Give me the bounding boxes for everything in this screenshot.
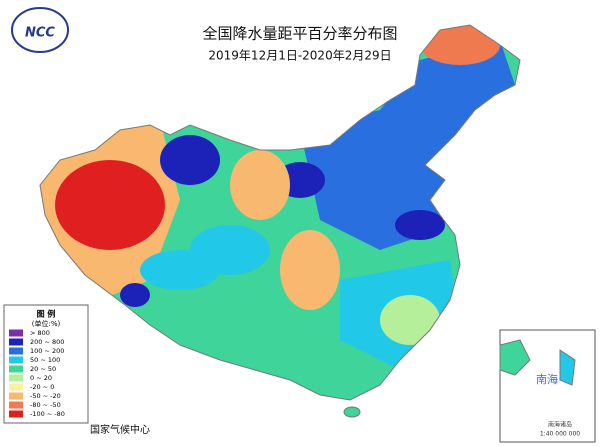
inset: 南海 南海诸岛 1:40 000 000 xyxy=(499,329,596,443)
legend-title: 图 例 xyxy=(37,309,56,319)
title: 全国降水量距平百分率分布图 xyxy=(202,25,397,43)
legend-label: -80 ~ -50 xyxy=(30,401,61,409)
region xyxy=(280,230,340,310)
legend-swatch xyxy=(9,392,23,400)
region xyxy=(395,210,445,240)
legend-swatch xyxy=(9,410,23,418)
logo-text: NCC xyxy=(25,26,55,41)
inset-label: 南海 xyxy=(536,372,558,386)
legend-label: 50 ~ 100 xyxy=(30,356,60,364)
legend-label: 100 ~ 200 xyxy=(30,347,64,355)
legend-label: 20 ~ 50 xyxy=(30,365,56,373)
legend-label: -100 ~ -80 xyxy=(30,410,65,418)
region xyxy=(300,40,520,250)
legend-swatch xyxy=(9,338,23,346)
region xyxy=(420,25,500,65)
legend-label: -20 ~ 0 xyxy=(30,383,54,391)
legend-swatch xyxy=(9,365,23,373)
subtitle: 2019年12月1日-2020年2月29日 xyxy=(208,49,391,63)
logo-ring xyxy=(11,7,69,53)
inset-caption: 南海诸岛 xyxy=(548,421,572,429)
legend-label: -50 ~ -20 xyxy=(30,392,61,400)
legend-label: > 800 xyxy=(30,329,50,337)
region xyxy=(140,250,220,290)
legend-swatch xyxy=(9,329,23,337)
inset-land xyxy=(559,349,576,386)
island xyxy=(343,406,361,418)
region xyxy=(55,160,165,250)
country-border xyxy=(39,24,521,401)
legend-label: 0 ~ 20 xyxy=(30,374,52,382)
legend-swatch xyxy=(9,383,23,391)
logo: NCC xyxy=(11,7,69,53)
legend-label: 200 ~ 800 xyxy=(30,338,64,346)
region xyxy=(120,283,150,307)
legend-swatch xyxy=(9,347,23,355)
region xyxy=(380,295,440,345)
legend-swatch xyxy=(9,401,23,409)
legend-unit: (单位:%) xyxy=(32,319,61,328)
legend-swatch xyxy=(9,356,23,364)
region xyxy=(230,150,290,220)
inset-land xyxy=(499,339,531,376)
source: 国家气候中心 xyxy=(90,423,150,436)
region xyxy=(160,135,220,185)
inset-scale: 1:40 000 000 xyxy=(540,431,580,438)
legend-swatch xyxy=(9,374,23,382)
